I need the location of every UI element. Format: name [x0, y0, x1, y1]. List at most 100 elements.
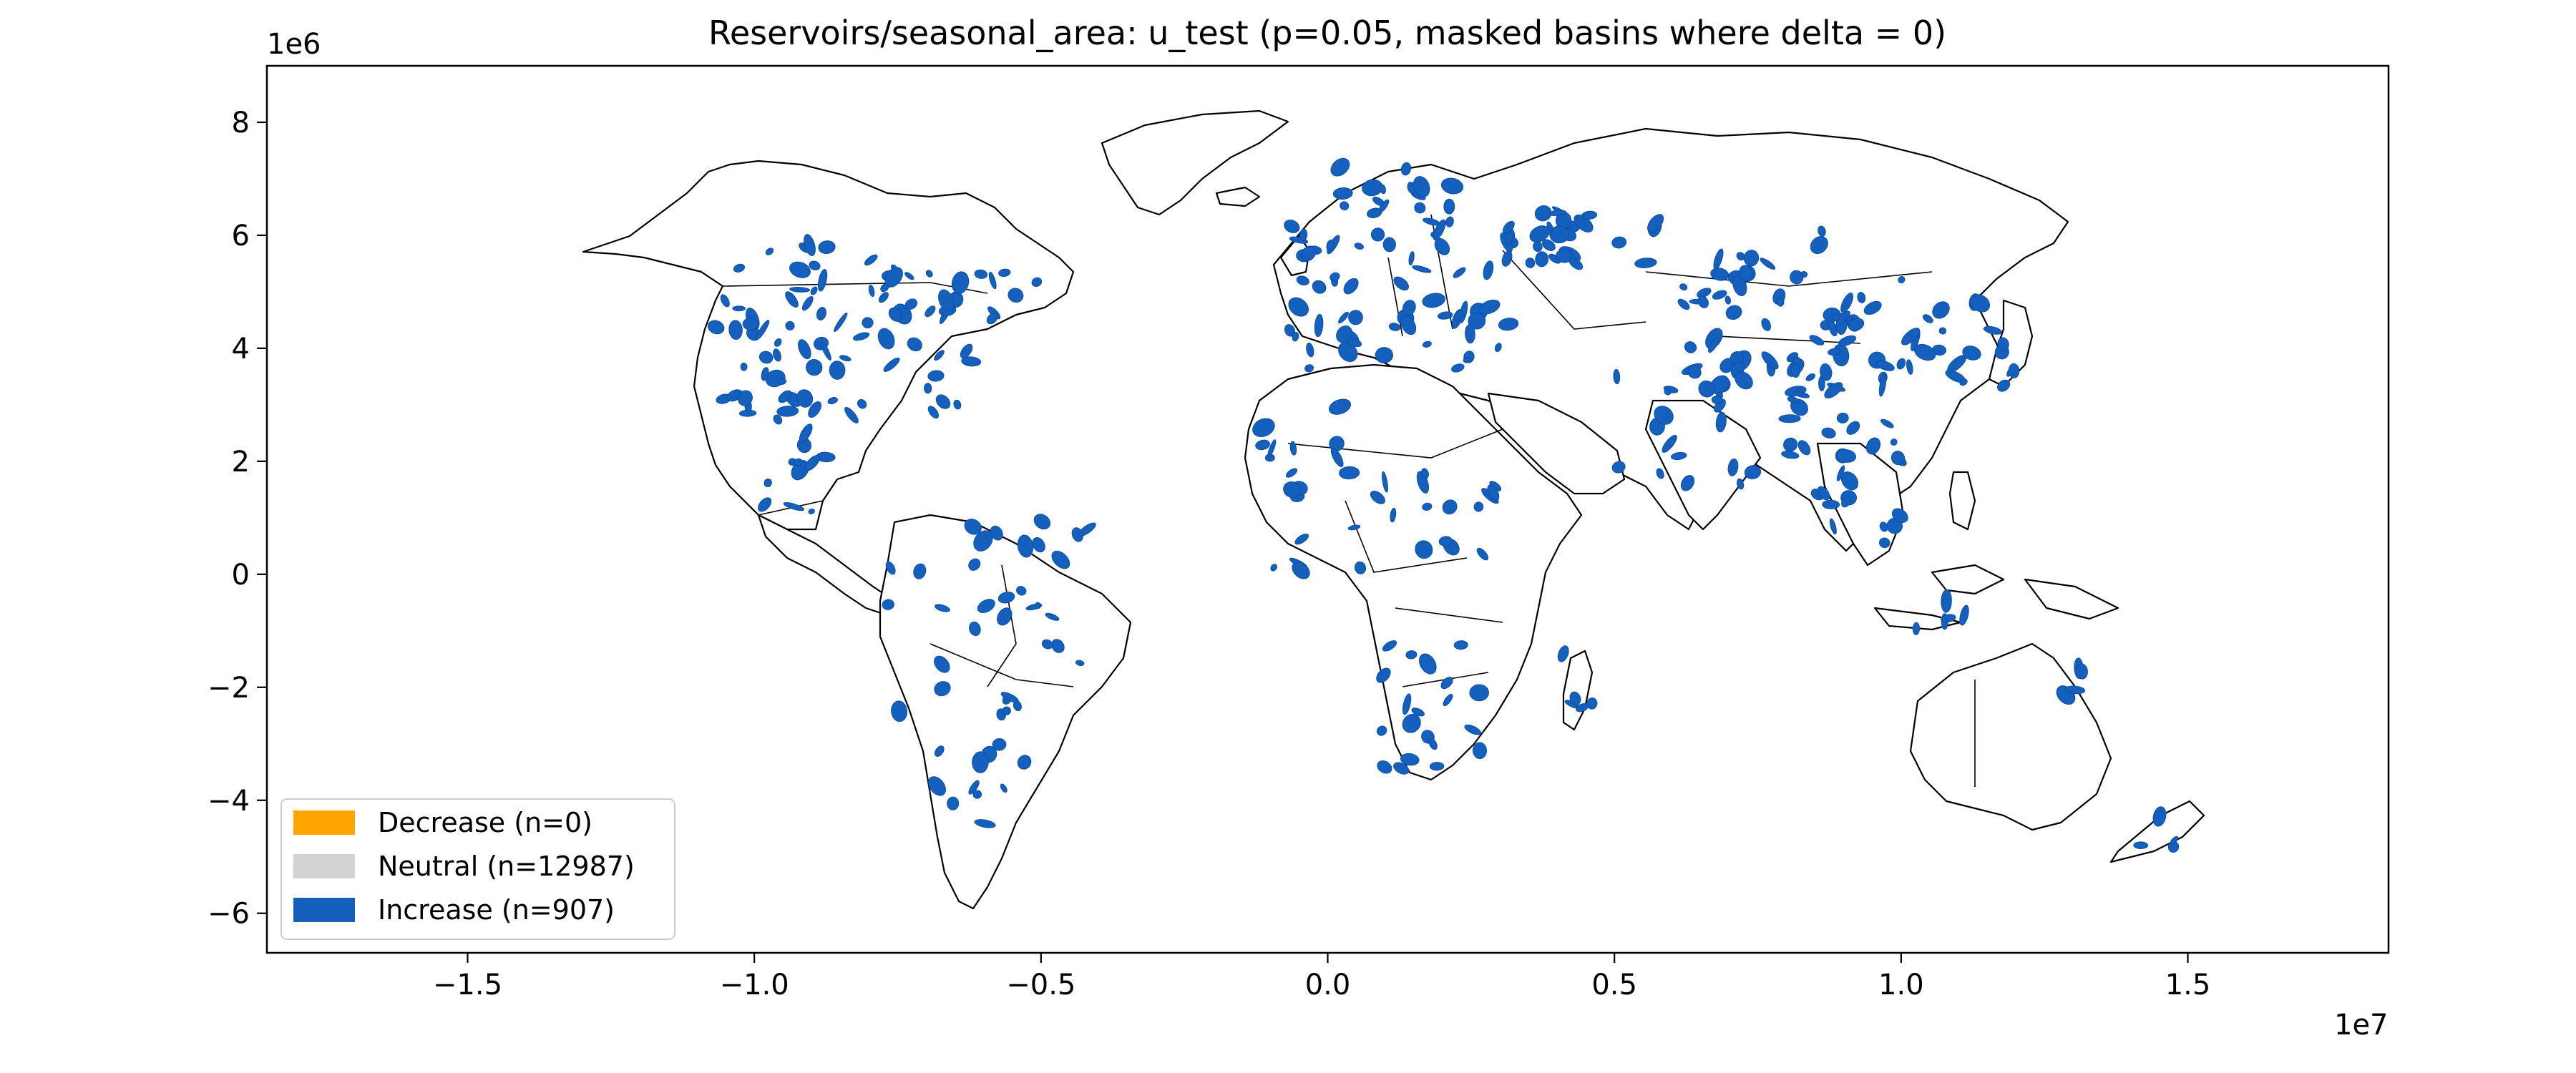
increase-basin: [1453, 640, 1468, 650]
india: [1644, 399, 1762, 531]
increase-basin: [1075, 660, 1085, 666]
increase-basin: [853, 332, 870, 341]
increase-basin: [1735, 371, 1753, 390]
increase-basin: [1932, 301, 1950, 319]
increase-basin: [972, 751, 989, 773]
increase-basin: [1880, 418, 1894, 428]
increase-basin: [763, 478, 772, 488]
legend-box: [280, 798, 675, 940]
increase-basin: [1790, 270, 1804, 285]
legend-swatch: [293, 810, 355, 835]
increase-basin: [1962, 346, 1981, 361]
increase-basin: [804, 234, 816, 257]
increase-basin: [968, 558, 981, 571]
increase-basin: [1408, 251, 1415, 265]
increase-basin: [1557, 645, 1569, 662]
legend-entry: Increase (n=907): [378, 894, 615, 926]
increase-basin: [794, 458, 803, 467]
increase-basin: [817, 269, 828, 292]
increase-basin: [904, 298, 917, 310]
increase-basin: [1343, 278, 1359, 295]
x-tick-label: 0.5: [1591, 969, 1637, 1001]
increase-basin: [1840, 471, 1859, 491]
increase-basin: [1941, 614, 1956, 623]
increase-basin: [1841, 496, 1852, 508]
increase-basin: [1824, 382, 1843, 398]
increase-basin: [707, 320, 725, 335]
increase-basin: [1382, 237, 1396, 253]
increase-basin: [1677, 298, 1690, 310]
increase-basin: [1464, 724, 1482, 735]
increase-basin: [1440, 177, 1464, 195]
increase-basin: [1836, 465, 1845, 481]
increase-basin: [1914, 343, 1936, 361]
madagascar: [1562, 650, 1594, 731]
x-tick-label: −1.5: [433, 969, 502, 1001]
increase-basin: [1836, 449, 1857, 463]
increase-basin: [1837, 310, 1850, 324]
increase-basin: [761, 367, 769, 381]
increase-basin: [1896, 358, 1906, 370]
increase-basin: [1828, 320, 1838, 337]
increase-basin: [1890, 451, 1906, 466]
increase-basin: [732, 305, 746, 312]
increase-basin: [904, 272, 914, 280]
increase-basin: [1338, 311, 1349, 324]
increase-basin: [756, 320, 770, 340]
x-tick-label: −0.5: [1006, 969, 1075, 1001]
increase-basin: [1465, 324, 1475, 344]
increase-basin: [1304, 364, 1314, 373]
increase-basin: [1299, 228, 1308, 242]
increase-basin: [1339, 466, 1360, 480]
increase-basin: [935, 604, 950, 612]
north-america: [582, 160, 1075, 531]
increase-basin: [1483, 260, 1494, 280]
increase-basin: [1002, 706, 1011, 715]
increase-basins: [707, 157, 2180, 853]
x-axis-multiplier: 1e7: [2334, 1009, 2389, 1042]
increase-basin: [1838, 335, 1857, 347]
increase-basin: [798, 339, 811, 360]
increase-basin: [1013, 700, 1022, 712]
increase-basin: [1546, 221, 1554, 233]
increase-basin: [1340, 201, 1350, 210]
increase-basin: [1525, 258, 1536, 268]
increase-basin: [1836, 412, 1849, 423]
increase-basin: [891, 700, 908, 722]
increase-basin: [1708, 337, 1719, 353]
increase-basin: [1288, 297, 1309, 317]
increase-basin: [1423, 340, 1432, 348]
increase-basin: [997, 592, 1015, 604]
increase-basin: [809, 260, 821, 270]
increase-basin: [1292, 561, 1310, 579]
increase-basin: [1664, 388, 1672, 396]
increase-basin: [728, 320, 743, 340]
increase-basin: [1611, 236, 1627, 249]
increase-basin: [829, 361, 846, 380]
increase-basin: [834, 312, 848, 333]
increase-basin: [1377, 760, 1392, 774]
increase-basin: [1402, 300, 1416, 316]
y-tick-label: 2: [232, 446, 250, 479]
increase-basin: [1487, 484, 1500, 501]
increase-basin: [1008, 288, 1024, 303]
increase-basin: [1501, 250, 1513, 267]
increase-basin: [1997, 337, 2009, 351]
legend-entry: Neutral (n=12987): [378, 851, 635, 882]
increase-basin: [1568, 257, 1584, 270]
increase-basin: [808, 401, 821, 418]
increase-basin: [1376, 725, 1387, 736]
increase-basin: [799, 423, 813, 443]
increase-basin: [1744, 465, 1762, 479]
increase-basin: [998, 268, 1011, 277]
increase-basin: [1031, 277, 1043, 288]
increase-basin: [1959, 378, 1968, 386]
legend-swatch: [293, 898, 355, 922]
increase-basin: [773, 414, 783, 425]
increase-basin: [1354, 242, 1364, 250]
increase-basin: [883, 357, 900, 372]
increase-basin: [1329, 436, 1345, 451]
increase-basin: [1393, 276, 1409, 291]
increase-basin: [1428, 738, 1438, 750]
